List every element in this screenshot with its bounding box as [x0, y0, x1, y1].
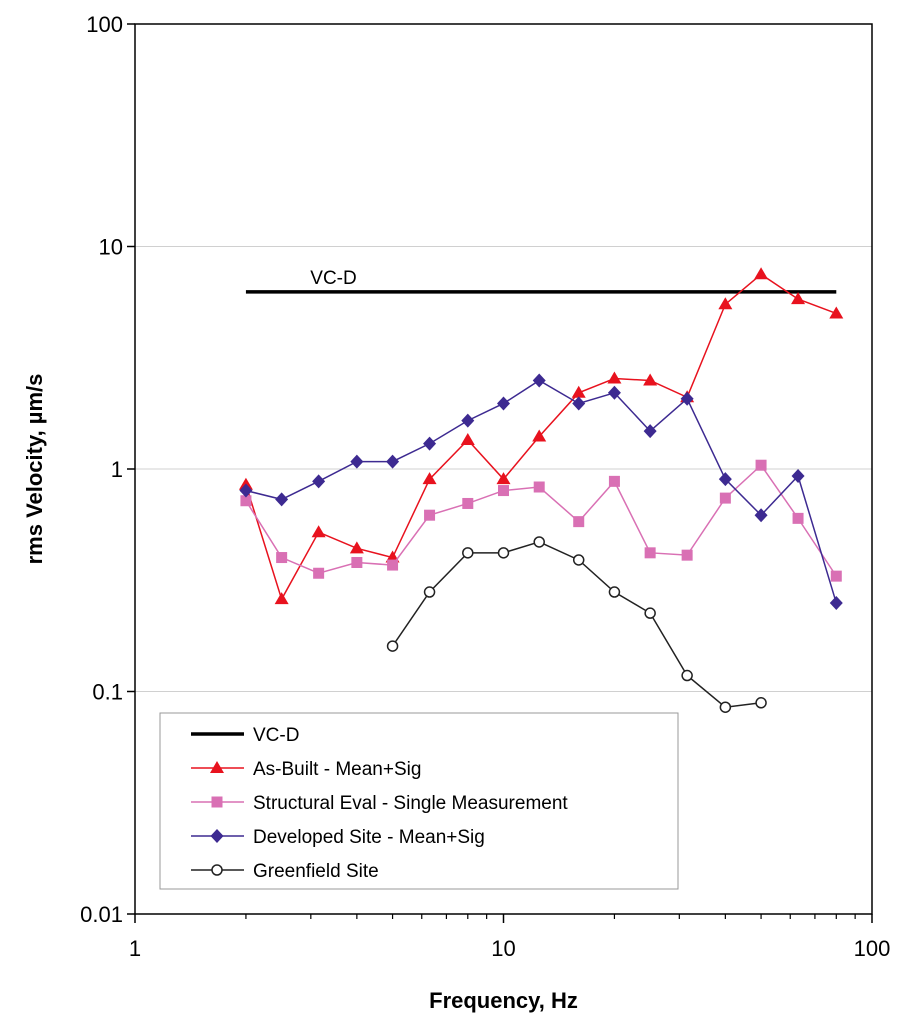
data-point-greenfield-site [386, 640, 399, 652]
data-point-as-built-mean-sig [460, 433, 475, 446]
data-point-as-built-mean-sig [718, 297, 733, 310]
series-greenfield-site [386, 536, 767, 713]
y-tick-label: 0.1 [92, 680, 123, 705]
data-point-developed-site-mean-sig [239, 483, 253, 498]
legend-marker-developed-site-mean-sig [210, 829, 224, 843]
data-point-structural-eval-single-measurement [351, 556, 363, 568]
data-point-structural-eval-single-measurement [498, 485, 509, 497]
data-point-as-built-mean-sig [532, 429, 547, 442]
data-point-structural-eval-single-measurement [608, 475, 620, 487]
series-line-greenfield-site [391, 541, 762, 708]
y-tick-label: 1 [111, 457, 123, 482]
data-point-greenfield-site [423, 586, 436, 598]
data-point-structural-eval-single-measurement [573, 516, 585, 528]
data-point-developed-site-mean-sig [350, 454, 364, 469]
legend-label-vc-d: VC-D [253, 725, 299, 746]
legend: VC-D As-Built - Mean+Sig Structural Eval -… [159, 712, 679, 890]
data-point-structural-eval-single-measurement [424, 509, 436, 521]
x-tick-label: 100 [854, 936, 891, 961]
data-point-structural-eval-single-measurement [681, 549, 693, 561]
data-point-greenfield-site [681, 669, 693, 682]
series-structural-eval-single-measurement [240, 459, 842, 582]
axis-ticks [127, 23, 873, 923]
data-point-developed-site-mean-sig [643, 424, 657, 439]
data-point-structural-eval-single-measurement [462, 497, 474, 509]
legend-marker-as-built-mean-sig [210, 761, 224, 773]
data-point-developed-site-mean-sig [829, 595, 843, 610]
y-tick-label: 10 [99, 235, 123, 260]
data-point-greenfield-site [462, 547, 474, 559]
gridlines [135, 246, 872, 692]
data-point-developed-site-mean-sig [275, 492, 289, 507]
legend-marker-structural-eval-single-measurement [211, 796, 223, 808]
data-point-as-built-mean-sig [571, 385, 586, 398]
data-point-as-built-mean-sig [274, 592, 289, 605]
legend-label-structural-eval-single-measurement: Structural Eval - Single Measurement [253, 793, 568, 814]
vc-d-annotation: VC-D [310, 268, 356, 289]
legend-label-developed-site-mean-sig: Developed Site - Mean+Sig [253, 827, 485, 848]
data-point-as-built-mean-sig [754, 267, 769, 280]
legend-marker-greenfield-site [211, 864, 223, 876]
series-developed-site-mean-sig [239, 373, 843, 610]
data-point-structural-eval-single-measurement [240, 495, 252, 507]
data-point-as-built-mean-sig [349, 541, 364, 554]
data-point-structural-eval-single-measurement [644, 547, 656, 559]
data-point-developed-site-mean-sig [791, 469, 805, 484]
data-point-structural-eval-single-measurement [313, 567, 325, 579]
data-point-greenfield-site [608, 586, 621, 598]
data-point-structural-eval-single-measurement [830, 570, 842, 582]
legend-label-greenfield-site: Greenfield Site [253, 861, 379, 882]
x-tick-label: 10 [491, 936, 515, 961]
data-point-developed-site-mean-sig [680, 391, 694, 406]
data-point-developed-site-mean-sig [386, 454, 400, 469]
data-point-greenfield-site [719, 701, 732, 713]
data-point-greenfield-site [572, 554, 585, 566]
y-tick-label: 100 [86, 12, 123, 37]
data-point-structural-eval-single-measurement [276, 552, 288, 564]
data-point-developed-site-mean-sig [532, 373, 546, 388]
x-axis-title: Frequency, Hz [429, 988, 578, 1013]
series-as-built-mean-sig [238, 267, 844, 605]
data-point-developed-site-mean-sig [718, 472, 732, 487]
data-point-as-built-mean-sig [496, 472, 511, 485]
data-point-greenfield-site [497, 547, 510, 559]
data-point-structural-eval-single-measurement [533, 481, 545, 493]
data-point-developed-site-mean-sig [607, 385, 621, 400]
data-point-developed-site-mean-sig [461, 413, 475, 428]
legend-label-as-built-mean-sig: As-Built - Mean+Sig [253, 759, 421, 780]
data-point-structural-eval-single-measurement [719, 492, 731, 504]
data-point-developed-site-mean-sig [754, 508, 768, 523]
data-point-developed-site-mean-sig [497, 396, 510, 411]
data-point-as-built-mean-sig [422, 472, 437, 485]
data-point-greenfield-site [644, 607, 656, 619]
data-point-greenfield-site [533, 536, 545, 548]
data-point-developed-site-mean-sig [423, 436, 437, 451]
data-point-as-built-mean-sig [643, 373, 658, 386]
data-point-as-built-mean-sig [607, 371, 622, 384]
data-point-structural-eval-single-measurement [792, 512, 804, 524]
tick-labels: 0.01 0.1 1 10 100 1 10 100 [80, 12, 890, 961]
data-point-structural-eval-single-measurement [387, 559, 399, 571]
y-tick-label: 0.01 [80, 902, 123, 927]
legend-box [159, 712, 679, 890]
y-axis-title: rms Velocity, µm/s [22, 374, 47, 565]
data-point-as-built-mean-sig [829, 306, 844, 319]
data-point-developed-site-mean-sig [572, 396, 586, 411]
series-layer [238, 267, 844, 713]
x-tick-label: 1 [129, 936, 141, 961]
data-point-as-built-mean-sig [311, 525, 326, 538]
data-point-structural-eval-single-measurement [755, 459, 767, 471]
data-point-developed-site-mean-sig [312, 474, 326, 489]
data-point-as-built-mean-sig [791, 292, 806, 305]
data-point-greenfield-site [755, 697, 767, 709]
